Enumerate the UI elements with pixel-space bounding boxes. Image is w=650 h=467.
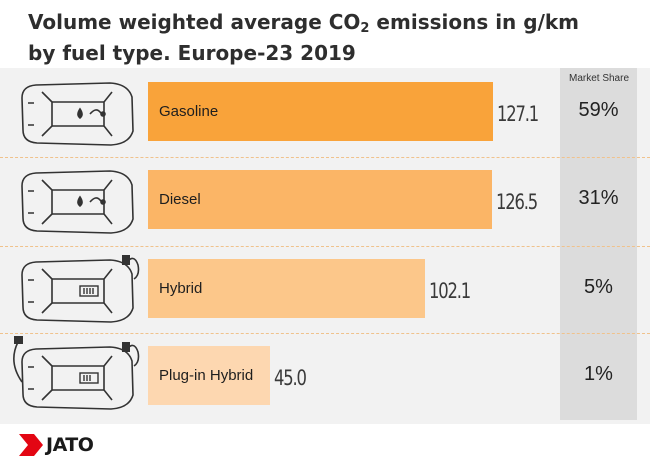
bar-value-label: 102.1: [429, 279, 471, 303]
title-line1-prefix: Volume weighted average CO: [28, 10, 361, 34]
jato-logo-mark-icon: [19, 434, 43, 456]
bar-plug-in-hybrid: [148, 346, 270, 405]
row-separator: [0, 246, 650, 247]
market-share-value: 1%: [584, 363, 613, 385]
bar-category-label: Gasoline: [159, 103, 219, 120]
bar-value-label: 45.0: [274, 366, 307, 390]
title-line2: by fuel type. Europe-23 2019: [28, 41, 356, 65]
market-share-header: Market Share: [568, 73, 630, 84]
row-separator: [0, 333, 650, 334]
chart-title: Volume weighted average CO2 emissions in…: [28, 10, 628, 66]
market-share-column: [560, 68, 637, 420]
bar-gasoline: [148, 82, 493, 141]
bar-diesel: [148, 170, 492, 229]
bar-category-label: Plug-in Hybrid: [159, 367, 254, 384]
bar-category-label: Diesel: [159, 191, 201, 208]
car-plugin-hybrid-icon: [13, 336, 140, 410]
market-share-value: 31%: [578, 187, 619, 209]
bar-category-label: Hybrid: [159, 280, 203, 297]
market-share-value: 5%: [584, 276, 613, 298]
bar-value-label: 126.5: [496, 190, 538, 214]
bar-value-label: 127.1: [497, 102, 539, 126]
title-subscript: 2: [360, 21, 370, 36]
bar-hybrid: [148, 259, 425, 318]
row-separator: [0, 157, 650, 158]
title-line1-suffix: emissions in g/km: [369, 10, 580, 34]
market-share-value: 59%: [578, 99, 619, 121]
car-diesel-icon: [21, 170, 134, 234]
car-hybrid-icon: [21, 255, 140, 323]
car-gasoline-icon: [21, 82, 134, 146]
logo-text: JATO: [46, 434, 94, 456]
